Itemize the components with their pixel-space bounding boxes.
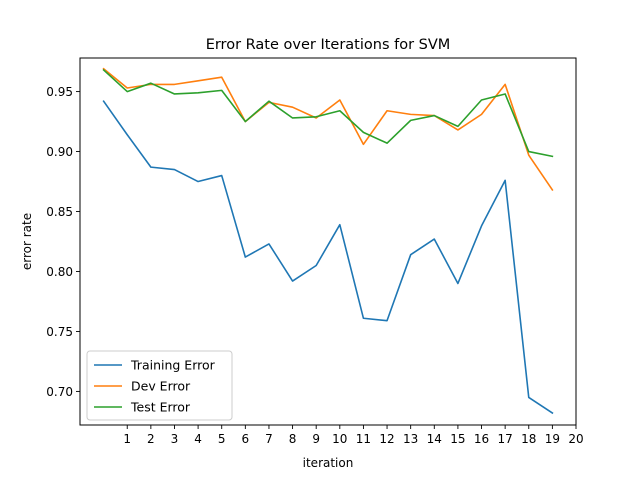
x-tick-label: 10 — [332, 432, 347, 446]
x-tick-label: 3 — [171, 432, 179, 446]
x-tick-label: 20 — [568, 432, 583, 446]
y-tick-label: 0.70 — [46, 385, 73, 399]
legend-label: Test Error — [130, 400, 191, 415]
series-layer — [102, 67, 554, 415]
x-tick-label: 5 — [218, 432, 226, 446]
chart-title: Error Rate over Iterations for SVM — [206, 37, 451, 53]
x-tick-label: 4 — [194, 432, 202, 446]
plot-frame — [79, 57, 577, 426]
legend-label: Training Error — [130, 358, 216, 373]
x-axis: 1 2 3 4 5 6 7 8 9 10 11 12 13 14 15 16 17 18 19 20 — [123, 425, 584, 446]
x-tick-label: 6 — [242, 432, 250, 446]
y-tick-label: 0.80 — [46, 265, 73, 279]
x-tick-label: 7 — [265, 432, 273, 446]
x-tick-label: 2 — [147, 432, 155, 446]
y-tick-label: 0.85 — [46, 205, 73, 219]
x-tick-label: 18 — [521, 432, 536, 446]
series-line-1 — [102, 67, 554, 192]
legend-label: Dev Error — [131, 379, 191, 394]
y-axis: 0.70 0.75 0.80 0.85 0.90 0.95 — [46, 85, 80, 399]
series-line-0 — [102, 100, 554, 415]
series-line-2 — [102, 68, 554, 158]
legend-box — [86, 350, 233, 421]
x-tick-label: 15 — [450, 432, 465, 446]
x-axis-label: iteration — [303, 456, 354, 470]
x-tick-label: 8 — [289, 432, 297, 446]
legend: Training Error Dev Error Test Error — [86, 350, 233, 421]
x-tick-label: 13 — [403, 432, 418, 446]
x-tick-label: 16 — [474, 432, 489, 446]
y-tick-label: 0.95 — [46, 85, 73, 99]
y-tick-label: 0.75 — [46, 325, 73, 339]
y-axis-label: error rate — [20, 213, 34, 270]
x-tick-label: 11 — [356, 432, 371, 446]
x-tick-label: 1 — [123, 432, 131, 446]
x-tick-label: 19 — [545, 432, 560, 446]
x-tick-label: 12 — [379, 432, 394, 446]
x-tick-label: 9 — [312, 432, 320, 446]
x-tick-label: 14 — [427, 432, 442, 446]
x-tick-label: 17 — [498, 432, 513, 446]
y-tick-label: 0.90 — [46, 145, 73, 159]
